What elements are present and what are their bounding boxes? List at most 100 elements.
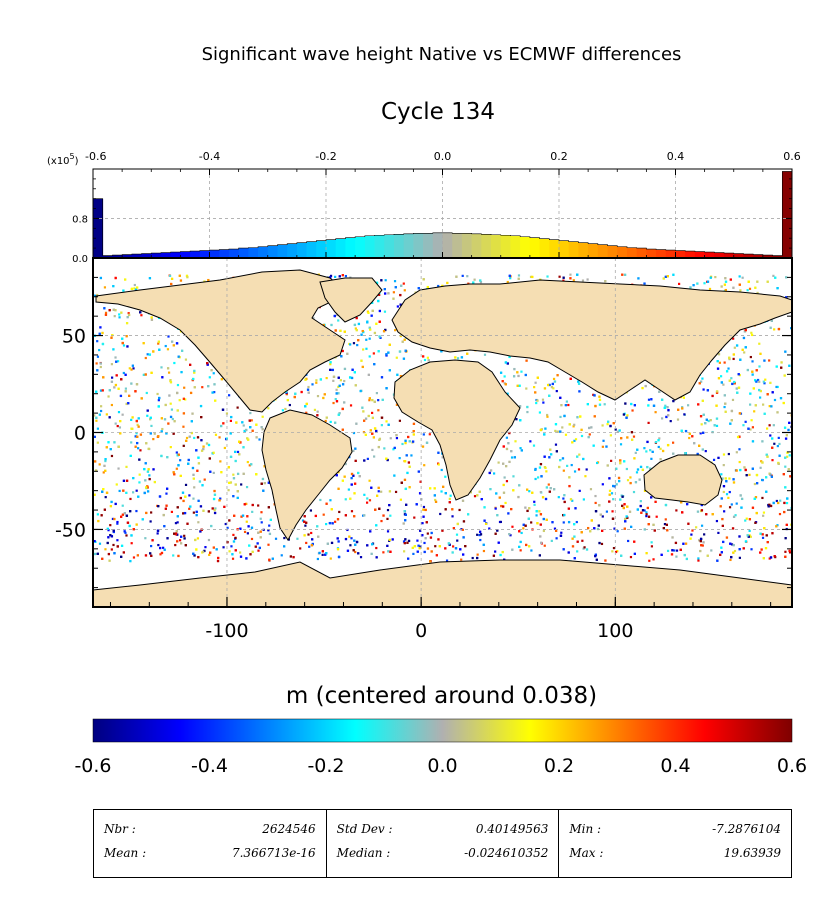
map-data-point — [675, 555, 678, 558]
map-data-point — [754, 404, 757, 407]
map-data-point — [174, 522, 178, 525]
map-data-point — [763, 359, 766, 362]
map-data-point — [136, 286, 139, 289]
map-data-point — [271, 557, 274, 560]
map-data-point — [419, 545, 422, 548]
map-data-point — [786, 455, 789, 458]
map-data-point — [366, 321, 369, 324]
map-data-point — [168, 394, 171, 397]
map-data-point — [650, 496, 653, 499]
map-data-point — [188, 435, 191, 438]
map-data-point — [315, 379, 318, 382]
map-data-point — [428, 433, 431, 436]
map-data-point — [177, 554, 180, 558]
map-data-point — [368, 397, 371, 400]
map-data-point — [401, 340, 404, 343]
map-data-point — [169, 379, 172, 382]
map-data-point — [691, 529, 694, 532]
map-data-point — [418, 547, 421, 550]
map-data-point — [560, 404, 563, 407]
map-data-point — [156, 392, 159, 396]
map-data-point — [452, 545, 455, 548]
map-data-point — [767, 503, 770, 507]
map-data-point — [577, 468, 581, 471]
map-data-point — [512, 489, 515, 492]
histogram-bar — [316, 240, 327, 258]
map-data-point — [354, 459, 357, 462]
map-data-point — [650, 457, 653, 460]
map-data-point — [520, 449, 523, 452]
map-data-point — [612, 498, 615, 501]
map-data-point — [602, 439, 605, 442]
map-data-point — [567, 551, 570, 554]
map-data-point — [509, 534, 512, 537]
map-data-point — [520, 531, 523, 535]
map-data-point — [125, 322, 129, 325]
map-data-point — [133, 287, 136, 290]
map-data-point — [330, 323, 333, 327]
map-data-point — [200, 439, 203, 442]
map-data-point — [412, 552, 415, 556]
map-data-point — [93, 435, 96, 438]
map-data-point — [651, 450, 654, 453]
map-data-point — [505, 465, 508, 468]
map-data-point — [777, 501, 780, 505]
map-data-point — [101, 389, 104, 392]
histogram-bar — [656, 249, 667, 258]
map-data-point — [568, 484, 571, 488]
map-data-point — [592, 393, 595, 396]
map-data-point — [124, 373, 127, 376]
map-data-point — [759, 389, 762, 393]
map-data-point — [714, 276, 717, 279]
map-data-point — [193, 554, 196, 557]
map-data-point — [769, 326, 772, 329]
map-data-point — [344, 274, 347, 278]
map-data-point — [104, 496, 107, 499]
map-data-point — [146, 414, 149, 417]
map-data-point — [107, 441, 110, 444]
map-data-point — [246, 437, 249, 440]
map-data-point — [700, 423, 703, 426]
map-data-point — [514, 440, 517, 443]
map-data-point — [338, 384, 341, 387]
map-data-point — [640, 511, 643, 514]
map-data-point — [171, 417, 174, 421]
map-data-point — [639, 500, 642, 503]
map-data-point — [506, 362, 509, 365]
map-data-point — [212, 471, 215, 475]
map-data-point — [352, 342, 356, 345]
map-data-point — [169, 415, 173, 419]
map-data-point — [578, 390, 581, 393]
map-data-point — [688, 436, 691, 440]
map-data-point — [368, 337, 371, 340]
map-data-point — [664, 404, 667, 407]
map-data-point — [322, 396, 325, 400]
map-data-point — [214, 399, 217, 402]
map-data-point — [785, 523, 788, 526]
map-data-point — [665, 415, 668, 419]
map-data-point — [182, 512, 185, 515]
map-data-point — [197, 462, 201, 465]
map-data-point — [669, 420, 672, 423]
map-data-point — [703, 282, 706, 285]
map-data-point — [482, 543, 485, 546]
map-data-point — [719, 375, 723, 378]
map-data-point — [630, 402, 633, 406]
map-data-point — [748, 534, 751, 537]
map-data-point — [109, 448, 112, 451]
map-data-point — [146, 470, 150, 473]
map-data-point — [199, 505, 203, 508]
map-data-point — [566, 464, 569, 467]
map-data-point — [343, 401, 346, 404]
map-data-point — [732, 286, 735, 289]
map-data-point — [228, 519, 231, 522]
map-data-point — [538, 411, 542, 414]
map-data-point — [130, 418, 133, 421]
map-data-point — [697, 403, 700, 406]
map-data-point — [392, 297, 395, 300]
histogram-bar — [209, 250, 220, 258]
histogram-y-tick-label: 0.8 — [72, 214, 88, 225]
map-data-point — [748, 529, 751, 532]
map-data-point — [652, 558, 655, 561]
